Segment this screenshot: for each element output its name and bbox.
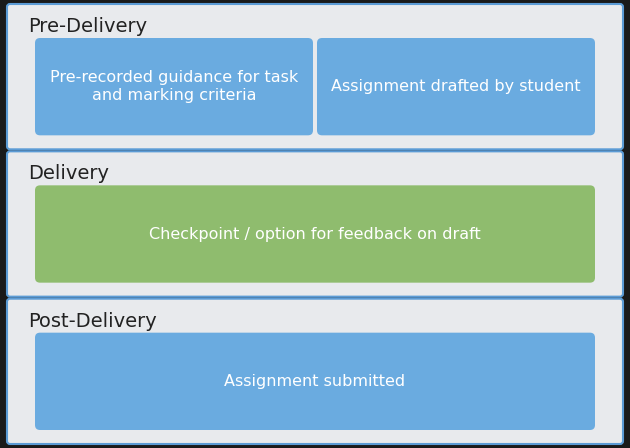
FancyBboxPatch shape	[35, 185, 595, 283]
Text: Delivery: Delivery	[28, 164, 109, 183]
Text: Checkpoint / option for feedback on draft: Checkpoint / option for feedback on draf…	[149, 227, 481, 241]
Text: Assignment submitted: Assignment submitted	[224, 374, 406, 389]
FancyBboxPatch shape	[7, 151, 623, 297]
FancyBboxPatch shape	[35, 38, 313, 135]
Text: Pre-Delivery: Pre-Delivery	[28, 17, 147, 36]
Text: Pre-recorded guidance for task
and marking criteria: Pre-recorded guidance for task and marki…	[50, 70, 298, 103]
FancyBboxPatch shape	[317, 38, 595, 135]
Text: Assignment drafted by student: Assignment drafted by student	[331, 79, 581, 94]
FancyBboxPatch shape	[35, 333, 595, 430]
Text: Post-Delivery: Post-Delivery	[28, 312, 157, 331]
FancyBboxPatch shape	[7, 4, 623, 149]
FancyBboxPatch shape	[7, 299, 623, 444]
